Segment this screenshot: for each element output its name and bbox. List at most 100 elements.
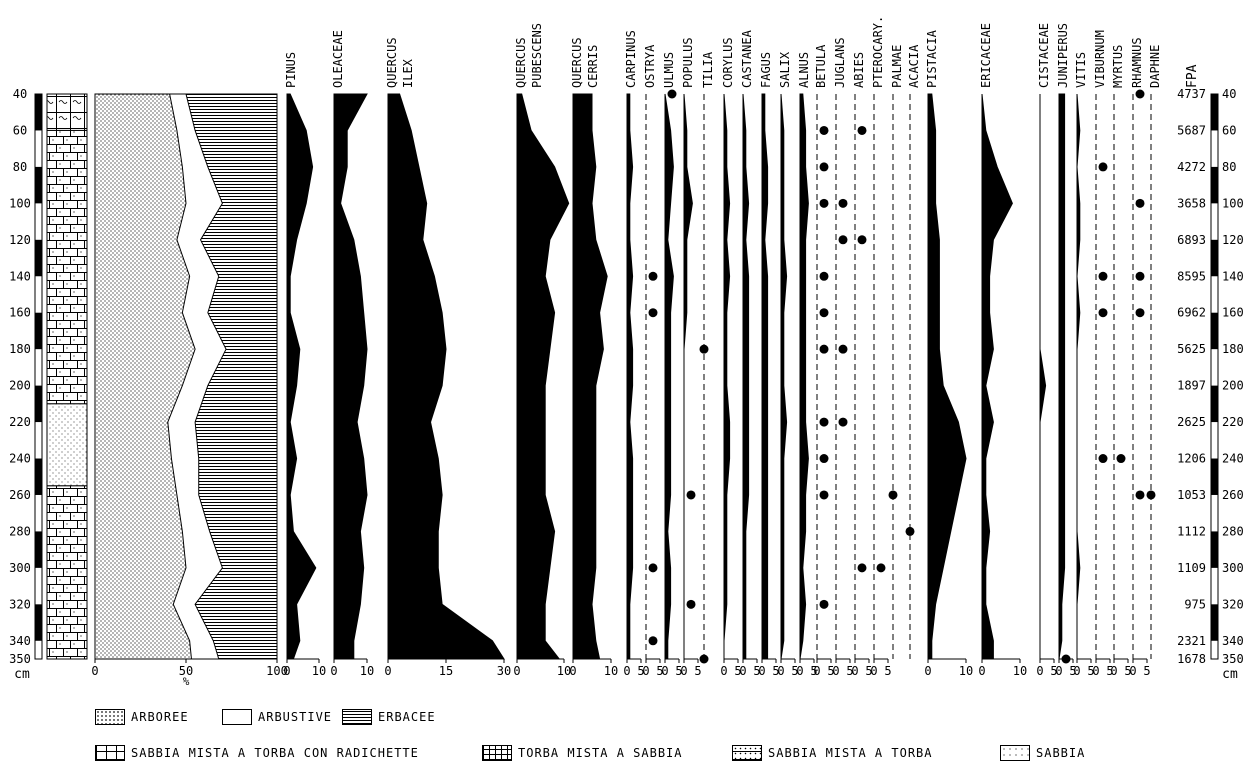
taxon-name-quercus-ilex: ILEX (401, 58, 415, 88)
taxon-curve-corylus (723, 93, 731, 659)
taxon-curve-fagus (761, 93, 769, 660)
taxon-x-tick-label-pistacia: 0 (924, 664, 931, 678)
taxon-x-tick-label-fagus: 0 (758, 664, 765, 678)
taxon-curve-juniperus (1058, 93, 1066, 660)
taxon-presence-dot-daphne (1146, 490, 1156, 500)
taxon-x-tick-label-alnus: 0 (796, 664, 803, 678)
taxon-presence-dot-tilia (699, 344, 709, 354)
depth-tick-label-left: 260 (9, 488, 31, 502)
depth-bar-segment-right (1211, 166, 1218, 204)
taxon-x-tick-label-quercus-ilex: 30 (497, 664, 511, 678)
depth-bar-segment-left (35, 385, 42, 423)
summary-x-tick-label: 100 (266, 664, 288, 678)
taxon-name-quercus-cerris: QUERCUS (570, 37, 584, 88)
depth-bar-segment-left (35, 166, 42, 204)
fpa-value: 6893 (1177, 233, 1206, 247)
taxon-x-tick-label-juglans: 5 (846, 664, 853, 678)
depth-tick-label-right: 100 (1222, 196, 1244, 210)
taxon-presence-dot-viburnum (1098, 308, 1108, 318)
taxon-curve-quercus-cerris (572, 93, 608, 660)
taxon-name-quercus-pubescens: PUBESCENS (530, 23, 544, 88)
depth-tick-label-right: 160 (1222, 306, 1244, 320)
taxon-x-tick-label-populus: 0 (680, 664, 687, 678)
taxon-presence-dot-ostrya (648, 636, 658, 646)
taxon-presence-dot-ostrya (648, 271, 658, 281)
taxon-presence-dot-betula (819, 271, 829, 281)
depth-bar-segment-left (35, 604, 42, 641)
legend-label-arbustive: ARBUSTIVE (258, 710, 333, 724)
legend-label-arboree: ARBOREE (131, 710, 189, 724)
taxon-x-tick-label-oleaceae: 10 (360, 664, 374, 678)
taxon-x-tick-label-ostrya: 5 (656, 664, 663, 678)
taxon-x-tick-label-fagus: 5 (772, 664, 779, 678)
depth-tick-label-left: 300 (9, 561, 31, 575)
taxon-x-tick-label-ulmus: 5 (675, 664, 682, 678)
taxon-x-tick-label-cistaceae: 0 (1036, 664, 1043, 678)
summary-x-tick-label: 0 (91, 664, 98, 678)
fpa-value: 1897 (1177, 379, 1206, 393)
taxon-name-populus: POPULUS (681, 37, 695, 88)
taxon-name-fagus: FAGUS (759, 52, 773, 88)
taxon-presence-dot-betula (819, 344, 829, 354)
taxon-x-tick-label-viburnum: 0 (1092, 664, 1099, 678)
taxon-name-tilia: TILIA (701, 51, 715, 88)
depth-tick-label-right: 340 (1222, 634, 1244, 648)
taxon-name-juglans: JUGLANS (833, 37, 847, 88)
depth-unit-label-left: cm (14, 667, 30, 682)
taxon-presence-dot-ostrya (648, 563, 658, 573)
taxon-curve-pistacia (927, 93, 967, 660)
taxon-presence-dot-pterocary (876, 563, 886, 573)
fpa-value: 1206 (1177, 452, 1206, 466)
taxon-name-quercus-pubescens: QUERCUS (514, 37, 528, 88)
depth-tick-label-left: 160 (9, 306, 31, 320)
depth-tick-label-left: 220 (9, 415, 31, 429)
fpa-value: 1109 (1177, 561, 1206, 575)
taxon-presence-dot-betula (819, 308, 829, 318)
taxon-presence-dot-abies (857, 563, 867, 573)
depth-bar-segment-left (35, 458, 42, 495)
taxon-x-tick-label-juniperus: 5 (1069, 664, 1076, 678)
taxon-x-tick-label-quercus-cerris: 0 (569, 664, 576, 678)
taxon-x-tick-label-oleaceae: 0 (330, 664, 337, 678)
taxon-name-corylus: CORYLUS (721, 37, 735, 88)
taxon-x-tick-label-vitis: 5 (1087, 664, 1094, 678)
taxon-x-tick-label-ulmus: 0 (661, 664, 668, 678)
taxon-presence-dot-rhamnus (1135, 198, 1145, 208)
taxon-x-tick-label-salix: 0 (777, 664, 784, 678)
lithology-unit (46, 403, 88, 487)
fpa-value: 3658 (1177, 196, 1206, 210)
taxon-name-myrtus: MYRTUS (1111, 45, 1125, 88)
taxon-curve-pinus (286, 93, 317, 660)
legend-label-sabbia-radichette: SABBIA MISTA A TORBA CON RADICHETTE (131, 746, 419, 760)
taxon-name-quercus-ilex: QUERCUS (385, 37, 399, 88)
taxon-name-vitis: VITIS (1074, 52, 1088, 88)
taxon-curve-quercus-ilex (387, 93, 505, 660)
taxon-curve-salix (780, 93, 788, 660)
depth-tick-label-left: 40 (13, 87, 27, 101)
taxon-x-tick-label-myrtus: 5 (1124, 664, 1131, 678)
depth-bar-segment-left (35, 94, 42, 131)
depth-tick-label-left: 340 (9, 634, 31, 648)
legend-label-erbacee: ERBACEE (378, 710, 436, 724)
taxon-x-tick-label-cistaceae: 5 (1050, 664, 1057, 678)
fpa-value: 1053 (1177, 488, 1206, 502)
taxon-name-ulmus: ULMUS (662, 52, 676, 88)
depth-unit-label-right: cm (1222, 667, 1238, 682)
taxon-x-tick-label-alnus: 5 (810, 664, 817, 678)
depth-bar-segment-left (35, 239, 42, 277)
depth-bar-segment-left (35, 531, 42, 568)
taxon-name-pterocary: PTEROCARY. (871, 16, 885, 88)
legend-swatch-sabbia-torba (732, 745, 762, 761)
fpa-value: 5687 (1177, 123, 1206, 137)
taxon-presence-dot-rhamnus (1135, 308, 1145, 318)
depth-tick-label-right: 320 (1222, 597, 1244, 611)
taxon-name-cistaceae: CISTACEAE (1037, 23, 1051, 88)
legend-swatch-torba-sabbia (482, 745, 512, 761)
taxon-name-viburnum: VIBURNUM (1093, 30, 1107, 88)
taxon-x-tick-label-castanea: 0 (739, 664, 746, 678)
taxon-name-salix: SALIX (778, 51, 792, 88)
taxon-x-tick-label-salix: 5 (791, 664, 798, 678)
depth-bar-segment-right (1211, 312, 1218, 350)
legend-sabbia-torba: SABBIA MISTA A TORBA (732, 745, 933, 761)
taxon-presence-dot-betula (819, 125, 829, 135)
